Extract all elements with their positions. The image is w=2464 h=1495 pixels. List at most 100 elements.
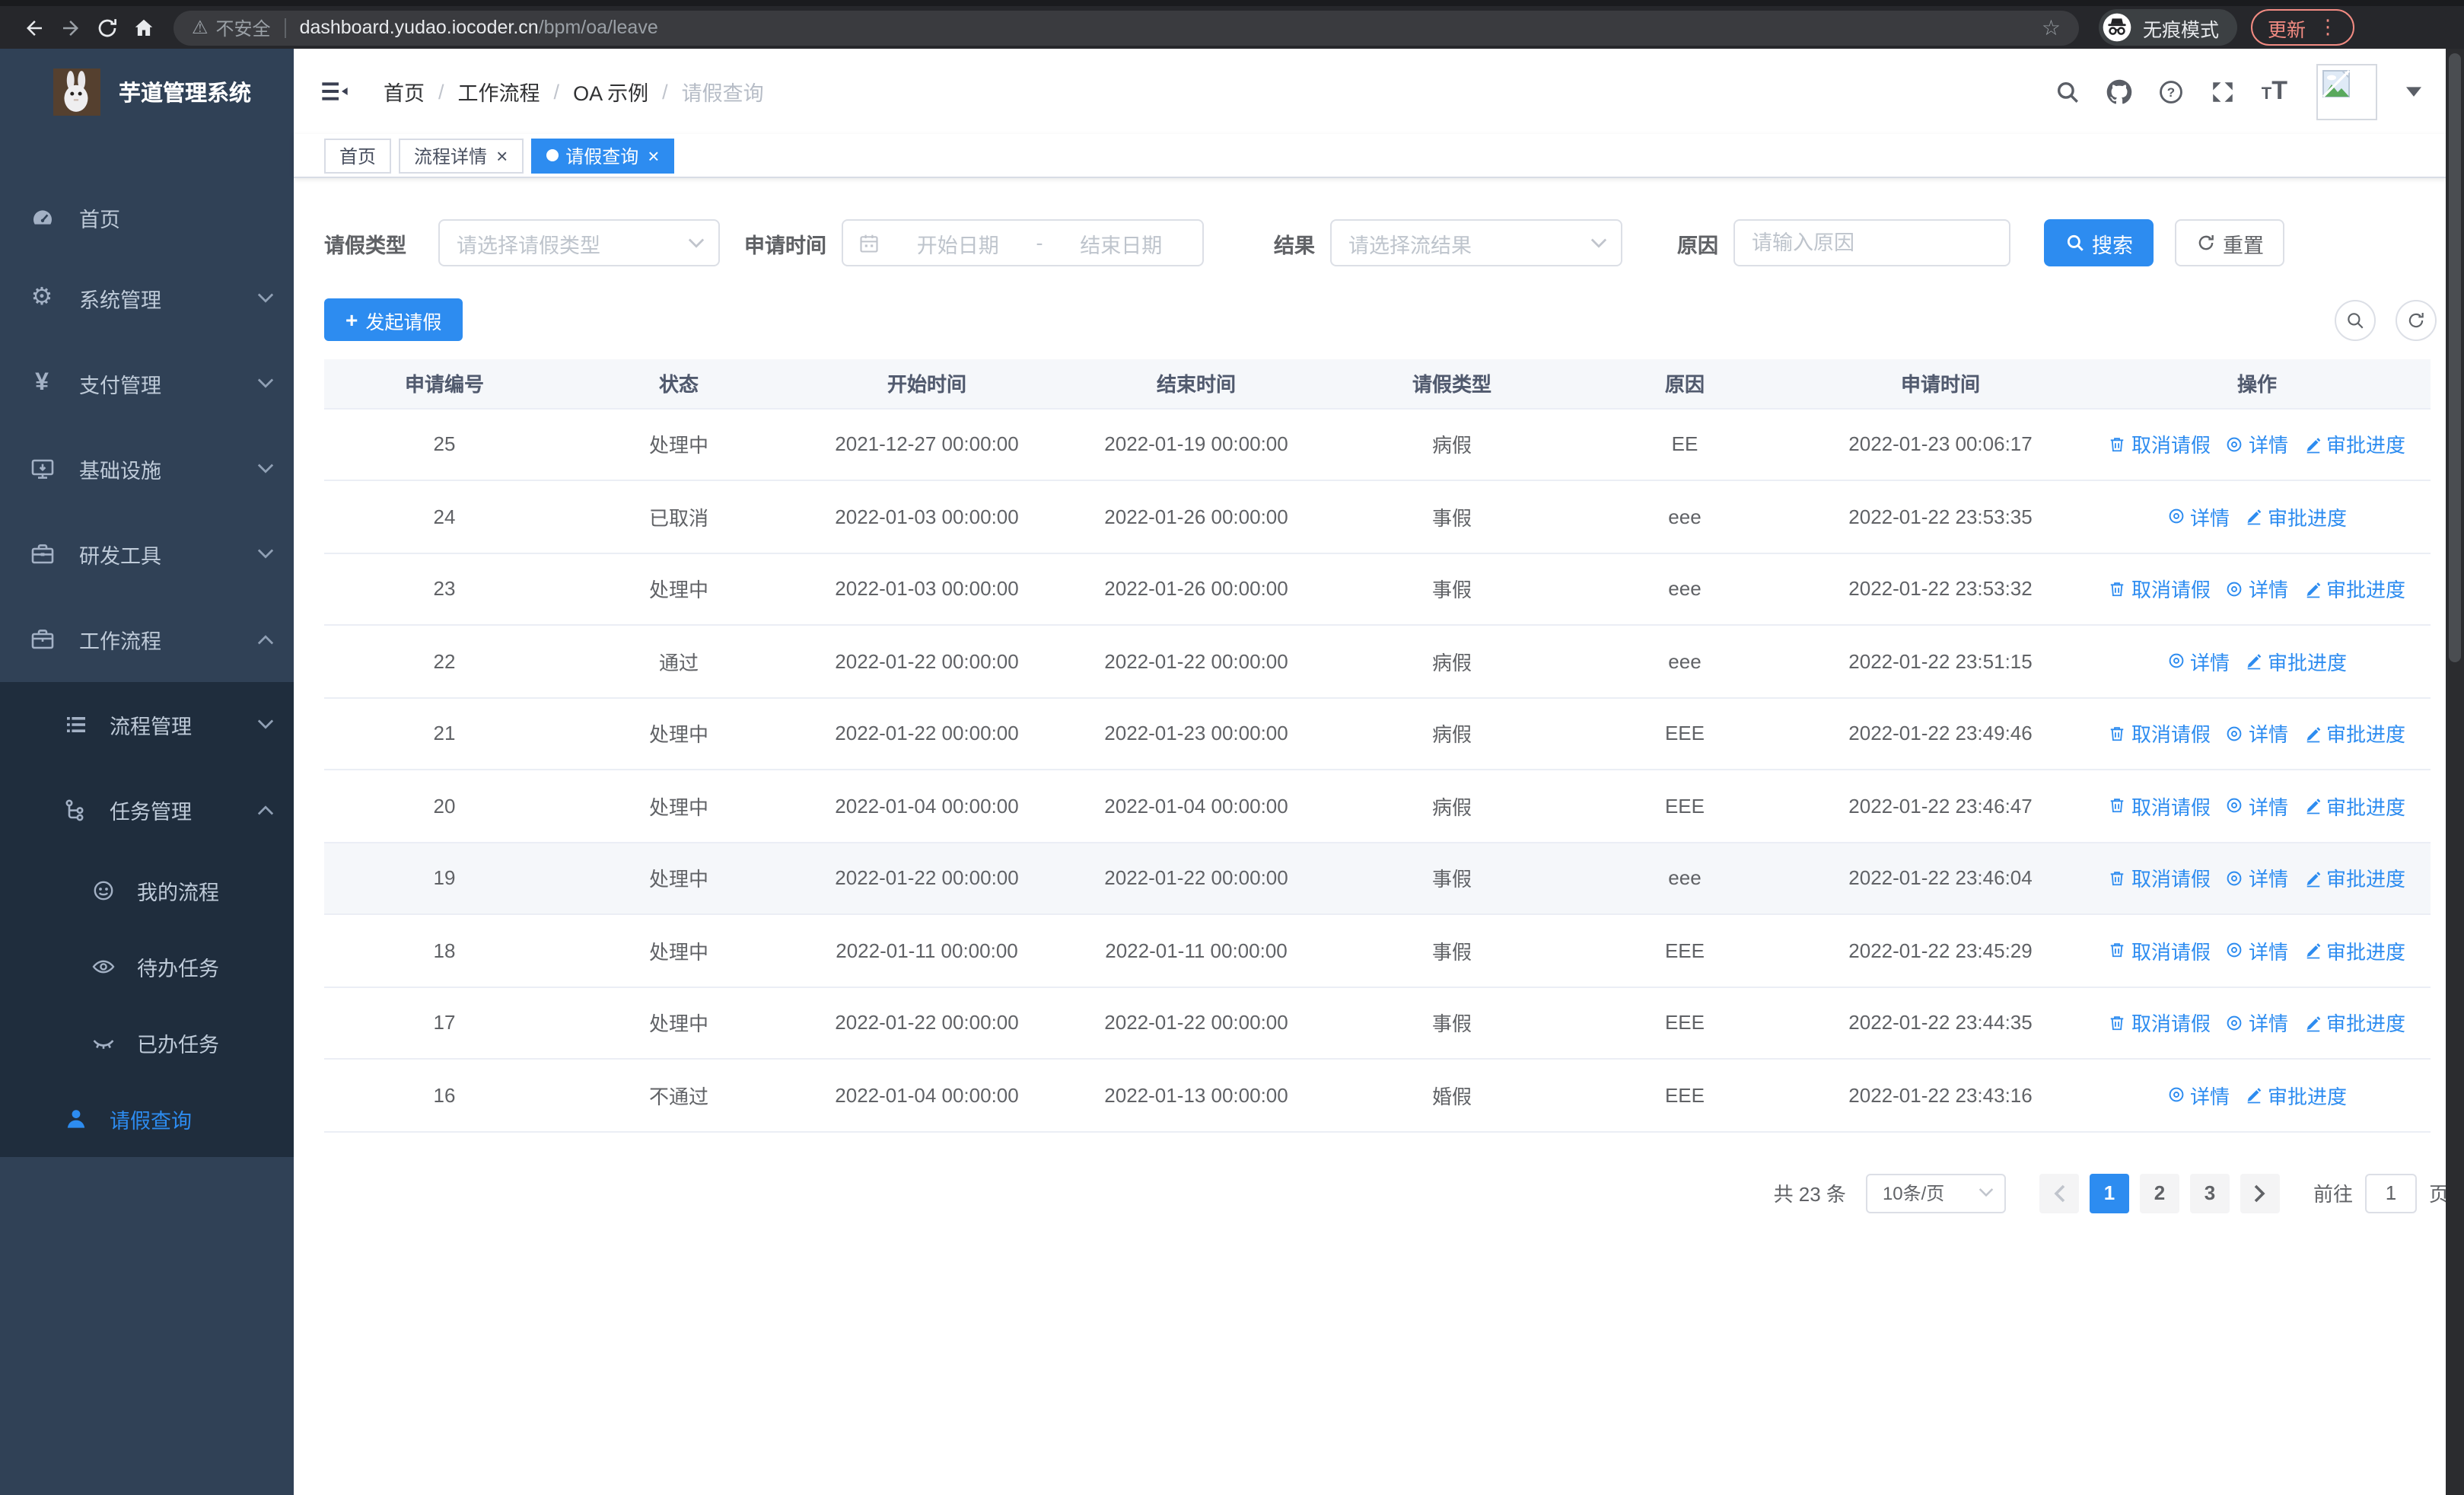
cell-start: 2022-01-22 00:00:00: [793, 625, 1061, 698]
cell-type: 事假: [1332, 553, 1572, 626]
sidebar-item-process-mgmt[interactable]: 流程管理: [0, 682, 294, 767]
sidebar-item-todo-tasks[interactable]: 待办任务: [0, 929, 294, 1005]
action-cancel-link[interactable]: 取消请假: [2109, 430, 2211, 459]
action-cancel-link[interactable]: 取消请假: [2109, 719, 2211, 748]
page-button-3[interactable]: 3: [2189, 1173, 2230, 1213]
action-cancel-link[interactable]: 取消请假: [2109, 1009, 2211, 1038]
breadcrumb-item[interactable]: OA 示例: [573, 82, 649, 105]
action-detail-link[interactable]: 详情: [2226, 575, 2288, 604]
breadcrumb-item[interactable]: 工作流程: [457, 82, 540, 105]
sidebar-item-my-process[interactable]: 我的流程: [0, 853, 294, 929]
action-cancel-link[interactable]: 取消请假: [2109, 575, 2211, 604]
sidebar-item-dev-tools[interactable]: 研发工具: [0, 512, 294, 597]
browser-home-icon[interactable]: [125, 9, 161, 46]
avatar-caret-icon[interactable]: [2406, 86, 2421, 97]
edit-icon: [2303, 797, 2322, 815]
github-icon[interactable]: [2106, 78, 2132, 104]
tab-首页[interactable]: 首页: [324, 138, 392, 173]
sidebar-menu: 首页 ⚙ 系统管理 ¥ 支付管理 基础设施 研发工具工作流程流程管理 任务管理 我的流程 待办任务…: [0, 180, 294, 1157]
address-bar[interactable]: ⚠ 不安全 dashboard.yudao.iocoder.cn /bpm/oa…: [173, 10, 2079, 45]
fullscreen-icon[interactable]: [2210, 78, 2236, 104]
browser-update-button[interactable]: 更新 ⋮: [2251, 9, 2355, 46]
close-tab-icon[interactable]: ×: [496, 144, 508, 167]
result-select[interactable]: 请选择流结果: [1330, 219, 1622, 266]
user-avatar[interactable]: [2316, 63, 2377, 120]
action-progress-link[interactable]: 审批进度: [2303, 792, 2405, 821]
action-detail-link[interactable]: 详情: [2226, 430, 2288, 459]
action-detail-link[interactable]: 详情: [2226, 719, 2288, 748]
leave-type-label: 请假类型: [324, 234, 406, 257]
action-detail-link[interactable]: 详情: [2226, 936, 2288, 965]
browser-back-icon[interactable]: [15, 9, 52, 46]
close-tab-icon[interactable]: ×: [648, 144, 660, 167]
search-button[interactable]: 搜索: [2044, 219, 2154, 266]
action-cancel-link[interactable]: 取消请假: [2109, 792, 2211, 821]
sidebar-item-leave-query[interactable]: 请假查询: [0, 1081, 294, 1157]
show-search-toggle-button[interactable]: [2335, 299, 2376, 340]
next-page-button[interactable]: [2240, 1173, 2280, 1213]
action-cancel-link[interactable]: 取消请假: [2109, 936, 2211, 965]
bookmark-star-icon[interactable]: ☆: [2041, 14, 2061, 39]
sidebar-item-payment[interactable]: ¥ 支付管理: [0, 341, 294, 426]
view-icon: [2167, 1086, 2185, 1105]
action-label: 取消请假: [2131, 579, 2211, 602]
cell-reason: eee: [1572, 553, 1797, 626]
sidebar-item-workflow[interactable]: 工作流程: [0, 597, 294, 682]
help-icon[interactable]: ?: [2158, 78, 2184, 104]
leave-type-select[interactable]: 请选择请假类型: [438, 219, 720, 266]
sidebar-item-infra[interactable]: 基础设施: [0, 426, 294, 512]
reset-button[interactable]: 重置: [2175, 219, 2284, 266]
action-progress-link[interactable]: 审批进度: [2303, 1009, 2405, 1038]
prev-page-button[interactable]: [2039, 1173, 2079, 1213]
action-progress-link[interactable]: 审批进度: [2245, 1081, 2347, 1110]
sidebar-item-done-tasks[interactable]: 已办任务: [0, 1005, 294, 1081]
sidebar-item-system[interactable]: ⚙ 系统管理: [0, 256, 294, 341]
browser-forward-icon[interactable]: [52, 9, 88, 46]
action-label: 审批进度: [2326, 434, 2406, 457]
action-progress-link[interactable]: 审批进度: [2245, 647, 2347, 676]
breadcrumb-item[interactable]: 首页: [384, 82, 425, 105]
action-progress-link[interactable]: 审批进度: [2303, 864, 2405, 893]
sidebar-item-task-mgmt[interactable]: 任务管理: [0, 767, 294, 853]
breadcrumb-item: 请假查询: [681, 82, 764, 105]
action-detail-link[interactable]: 详情: [2226, 1009, 2288, 1038]
apply-time-range-picker[interactable]: 开始日期 - 结束日期: [842, 219, 1204, 266]
action-detail-link[interactable]: 详情: [2167, 1081, 2230, 1110]
refresh-table-button[interactable]: [2396, 299, 2437, 340]
tab-请假查询[interactable]: 请假查询 ×: [530, 138, 675, 173]
action-progress-link[interactable]: 审批进度: [2303, 936, 2405, 965]
tab-流程详情[interactable]: 流程详情 ×: [399, 138, 524, 173]
goto-page-input[interactable]: [2364, 1173, 2417, 1213]
browser-menu-icon[interactable]: ⋮: [2318, 15, 2338, 38]
page-button-1[interactable]: 1: [2089, 1173, 2129, 1213]
action-progress-link[interactable]: 审批进度: [2303, 719, 2405, 748]
sidebar-collapse-icon[interactable]: [320, 76, 350, 107]
action-detail-link[interactable]: 详情: [2226, 792, 2288, 821]
action-detail-link[interactable]: 详情: [2226, 864, 2288, 893]
cell-start: 2022-01-22 00:00:00: [793, 842, 1061, 915]
cell-status: 处理中: [565, 842, 793, 915]
sidebar-item-home[interactable]: 首页: [0, 180, 294, 256]
scrollbar-thumb[interactable]: [2449, 53, 2461, 662]
action-progress-link[interactable]: 审批进度: [2303, 575, 2405, 604]
create-leave-button[interactable]: + 发起请假: [324, 298, 463, 341]
cell-id: 17: [324, 987, 565, 1060]
page-button-2[interactable]: 2: [2139, 1173, 2179, 1213]
action-progress-link[interactable]: 审批进度: [2303, 430, 2405, 459]
action-progress-link[interactable]: 审批进度: [2245, 502, 2347, 531]
cell-reason: EEE: [1572, 987, 1797, 1060]
search-icon[interactable]: [2055, 78, 2080, 104]
column-header: 申请编号: [324, 359, 565, 409]
page-size-select[interactable]: 10条/页: [1865, 1173, 2006, 1213]
column-header: 开始时间: [793, 359, 1061, 409]
action-detail-link[interactable]: 详情: [2167, 502, 2230, 531]
browser-scrollbar[interactable]: [2446, 49, 2464, 1495]
action-detail-link[interactable]: 详情: [2167, 647, 2230, 676]
action-cancel-link[interactable]: 取消请假: [2109, 864, 2211, 893]
browser-reload-icon[interactable]: [88, 9, 125, 46]
action-label: 审批进度: [2326, 579, 2406, 602]
reason-input[interactable]: [1733, 219, 2010, 266]
sidebar-item-label: 工作流程: [79, 630, 161, 653]
toolbox-icon: [29, 542, 55, 566]
